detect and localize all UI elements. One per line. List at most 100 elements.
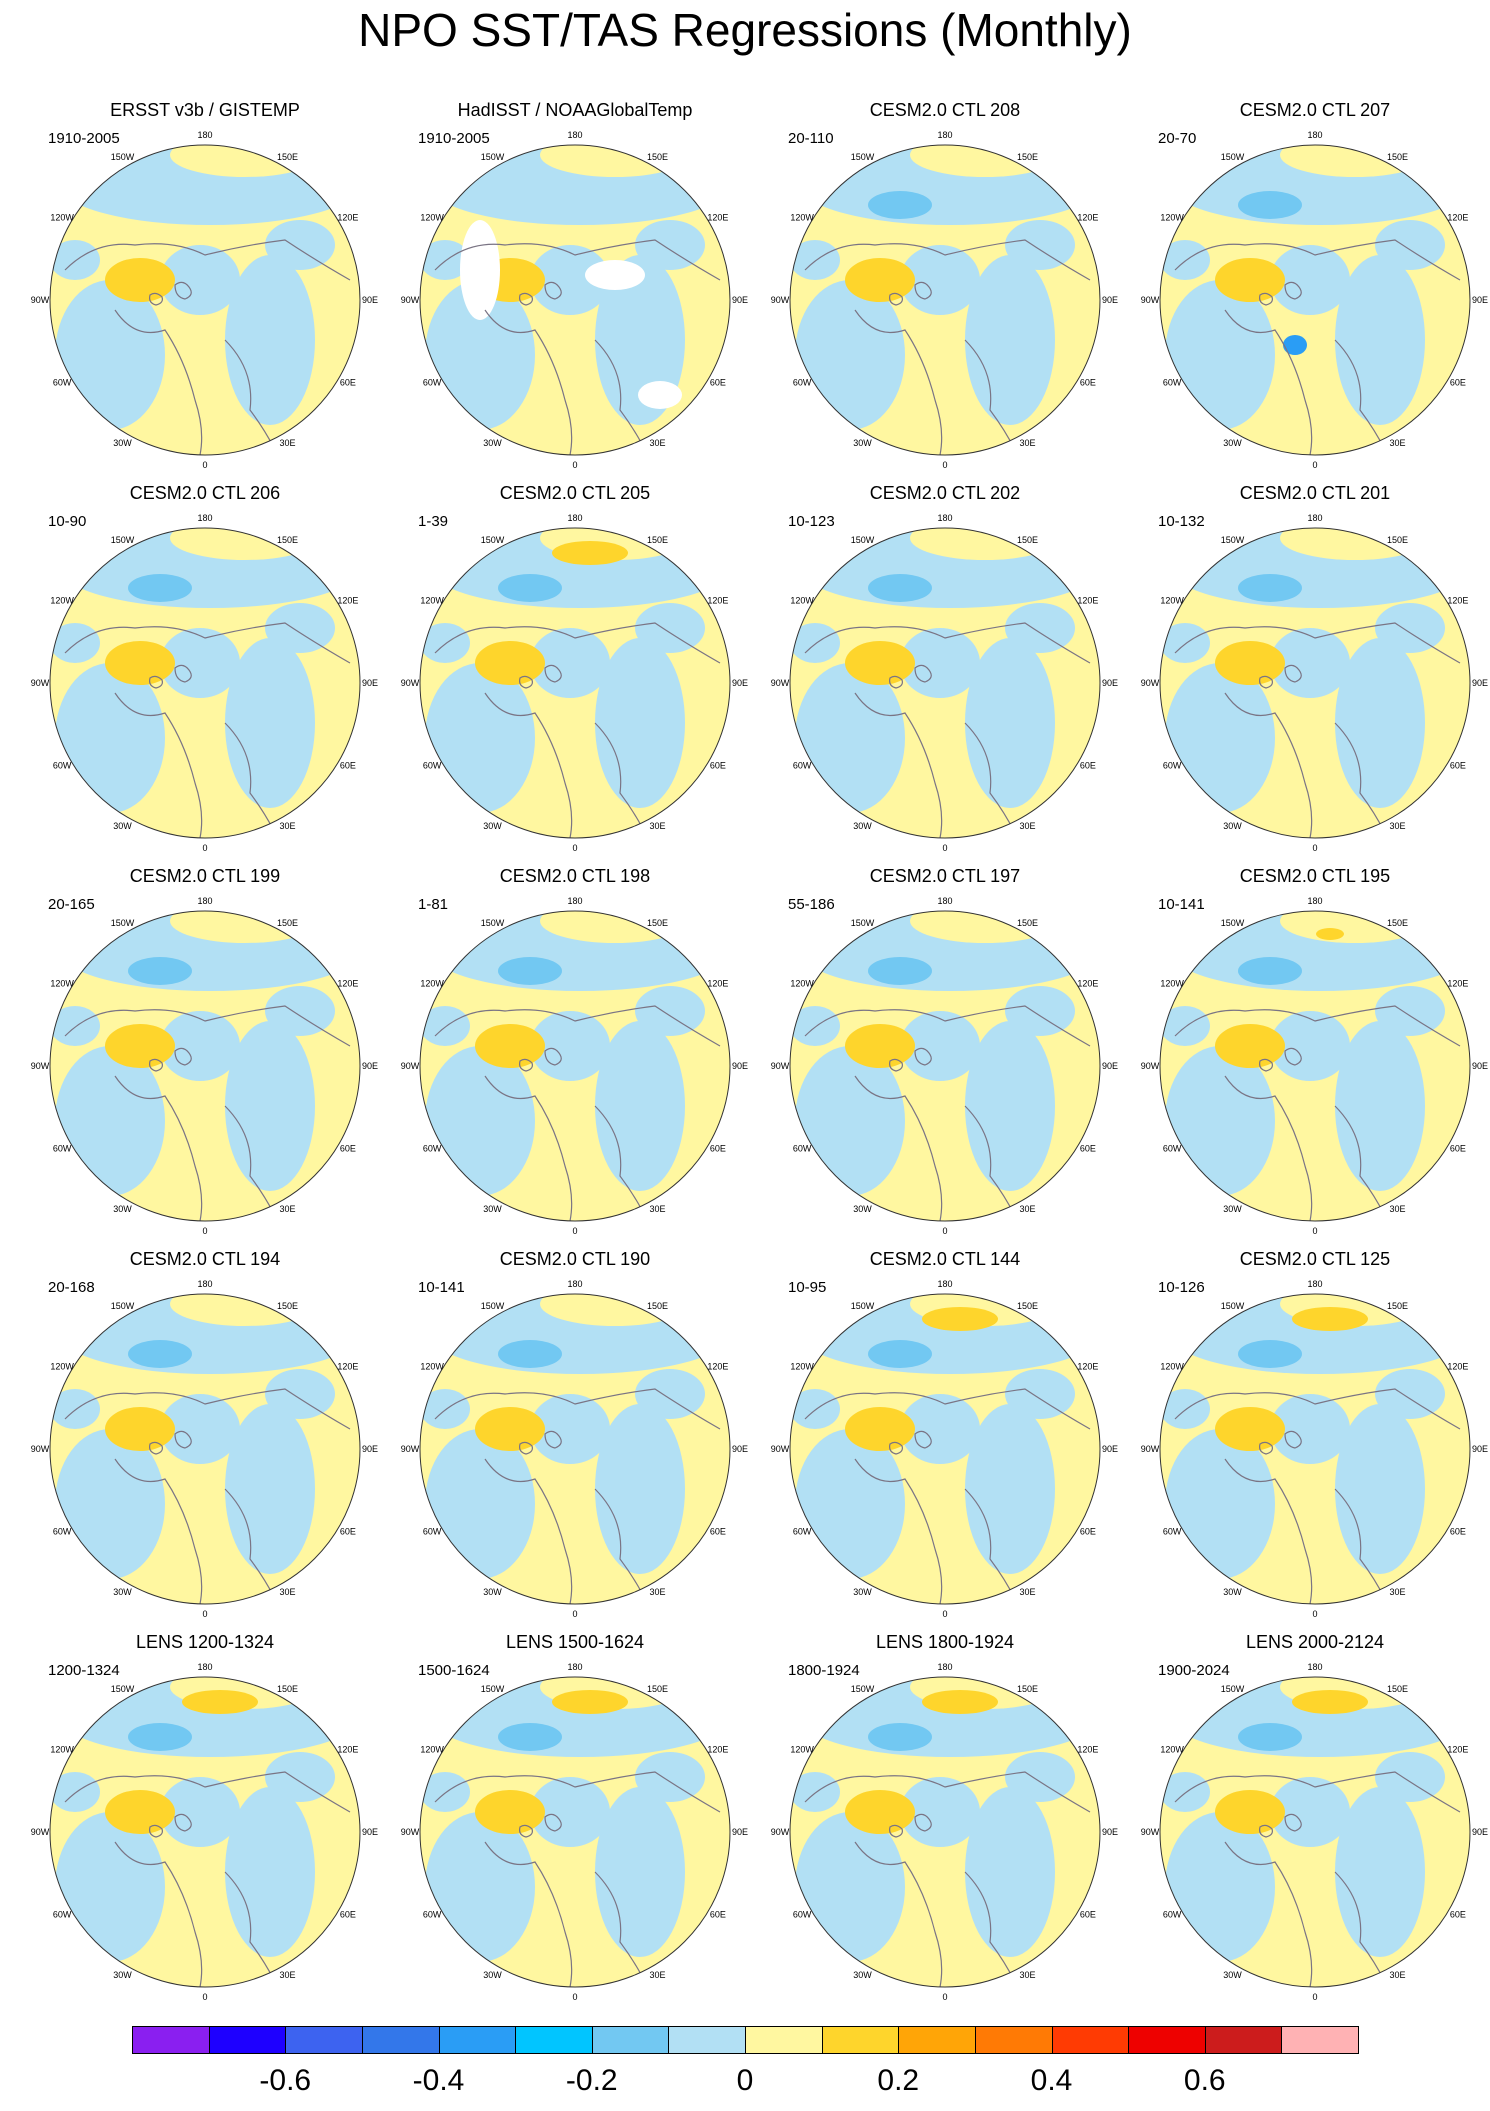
panel-title: LENS 1500-1624 (505, 1632, 645, 1652)
coastlines (1174, 1388, 1461, 1604)
canada-warm-core (475, 1790, 545, 1834)
siberia-anomaly (635, 1752, 705, 1802)
longitude-label: 30E (1019, 438, 1035, 448)
panel-title: CESM2.0 CTL 197 (869, 866, 1021, 886)
east-pacific-anomaly (790, 240, 840, 280)
longitude-label: 30W (853, 1970, 872, 1980)
longitude-label: 0 (572, 1992, 577, 2002)
colorbar-box (668, 2026, 746, 2054)
longitude-label: 150E (647, 152, 668, 162)
longitude-label: 150E (647, 1684, 668, 1694)
panel-title: ERSST v3b / GISTEMP (110, 100, 300, 120)
longitude-label: 90E (362, 678, 378, 688)
longitude-label: 90E (1472, 1827, 1488, 1837)
longitude-label: 180 (1307, 130, 1322, 140)
map-boundary (49, 910, 361, 1222)
canada-warm-core (105, 1790, 175, 1834)
longitude-label: 120E (337, 213, 358, 223)
east-pacific-anomaly (50, 240, 100, 280)
eurasia-anomaly (595, 1404, 685, 1574)
longitude-label: 150W (1221, 1684, 1245, 1694)
panel-title: CESM2.0 CTL 198 (499, 866, 651, 886)
canada-warm-core (845, 1790, 915, 1834)
canada-warm-core (845, 1024, 915, 1068)
east-pacific-anomaly (420, 1006, 470, 1046)
polar-map: 180 150E 120E 90E 60E 30E 0 30W 60W 90W 120W 150W (771, 130, 1118, 470)
canada-warm-core (1215, 1407, 1285, 1451)
longitude-label: 90W (1141, 295, 1160, 305)
panel-title: HadISST / NOAAGlobalTemp (457, 100, 693, 120)
longitude-label: 30E (279, 821, 295, 831)
longitude-label: 150W (1221, 152, 1245, 162)
longitude-label: 30W (113, 1587, 132, 1597)
map-boundary (789, 527, 1101, 839)
map-panel: 180 150E 120E 90E 60E 30E 0 30W 60W 90W 120W 150W CE… (760, 1249, 1130, 1619)
coastlines (1174, 1005, 1461, 1221)
siberia-anomaly (265, 1369, 335, 1419)
longitude-label: 60E (1450, 1527, 1466, 1537)
colorbar-box (132, 2026, 210, 2054)
longitude-label: 120W (790, 1362, 814, 1372)
longitude-label: 60E (340, 1527, 356, 1537)
longitude-label: 60W (793, 761, 812, 771)
longitude-label: 150W (111, 535, 135, 545)
longitude-label: 120W (420, 213, 444, 223)
siberia-anomaly (1005, 1369, 1075, 1419)
longitude-label: 60E (340, 378, 356, 388)
map-panel: 180 150E 120E 90E 60E 30E 0 30W 60W 90W 120W 150W LE… (20, 1632, 390, 2002)
canada-warm-core (475, 1024, 545, 1068)
longitude-label: 120W (1160, 213, 1184, 223)
longitude-label: 60W (1163, 1527, 1182, 1537)
map-boundary (1159, 527, 1471, 839)
longitude-label: 30E (1389, 438, 1405, 448)
longitude-label: 0 (572, 1226, 577, 1236)
longitude-label: 150W (851, 152, 875, 162)
longitude-label: 30E (649, 1970, 665, 1980)
longitude-label: 30E (1389, 1970, 1405, 1980)
western-atlantic-anomaly (55, 663, 165, 813)
longitude-label: 180 (567, 1662, 582, 1672)
colorbar-tick-label: -0.4 (412, 2064, 465, 2097)
longitude-label: 120W (790, 213, 814, 223)
longitude-label: 150W (851, 1301, 875, 1311)
longitude-label: 120E (707, 1362, 728, 1372)
longitude-label: 60E (1450, 1910, 1466, 1920)
longitude-label: 60W (793, 1144, 812, 1154)
longitude-label: 30W (483, 438, 502, 448)
coastlines (1174, 1771, 1461, 1987)
longitude-label: 90E (1102, 1827, 1118, 1837)
longitude-label: 150W (851, 1684, 875, 1694)
map-boundary (789, 910, 1101, 1222)
longitude-label: 90W (401, 295, 420, 305)
east-pacific-anomaly (790, 1772, 840, 1812)
eurasia-anomaly (1335, 1404, 1425, 1574)
map-panel: 180 150E 120E 90E 60E 30E 0 30W 60W 90W 120W 150W CE… (760, 100, 1130, 470)
longitude-label: 120W (420, 1362, 444, 1372)
longitude-label: 150E (1017, 152, 1038, 162)
longitude-label: 0 (202, 843, 207, 853)
polar-map: 180 150E 120E 90E 60E 30E 0 30W 60W 90W 120W 150W (401, 1279, 748, 1619)
coastlines (804, 1388, 1091, 1604)
eurasia-anomaly (965, 1787, 1055, 1957)
east-pacific-anomaly (420, 240, 470, 280)
canada-warm-core (475, 1407, 545, 1451)
siberia-anomaly (1005, 986, 1075, 1036)
siberia-anomaly (265, 603, 335, 653)
longitude-label: 120W (420, 1745, 444, 1755)
longitude-label: 150E (1387, 535, 1408, 545)
pacific-cold-core (498, 1340, 562, 1368)
longitude-label: 150E (1017, 535, 1038, 545)
longitude-label: 90E (1102, 295, 1118, 305)
longitude-label: 60E (1450, 378, 1466, 388)
longitude-label: 60W (1163, 1910, 1182, 1920)
longitude-label: 90E (1472, 1061, 1488, 1071)
colorbar-box (821, 2026, 900, 2054)
longitude-label: 180 (197, 513, 212, 523)
siberia-anomaly (635, 986, 705, 1036)
longitude-label: 180 (567, 130, 582, 140)
map-boundary (419, 527, 731, 839)
panel-year-range: 1-39 (418, 513, 449, 530)
colorbar-box (745, 2026, 823, 2054)
east-pacific-anomaly (790, 623, 840, 663)
longitude-label: 60E (1080, 1527, 1096, 1537)
